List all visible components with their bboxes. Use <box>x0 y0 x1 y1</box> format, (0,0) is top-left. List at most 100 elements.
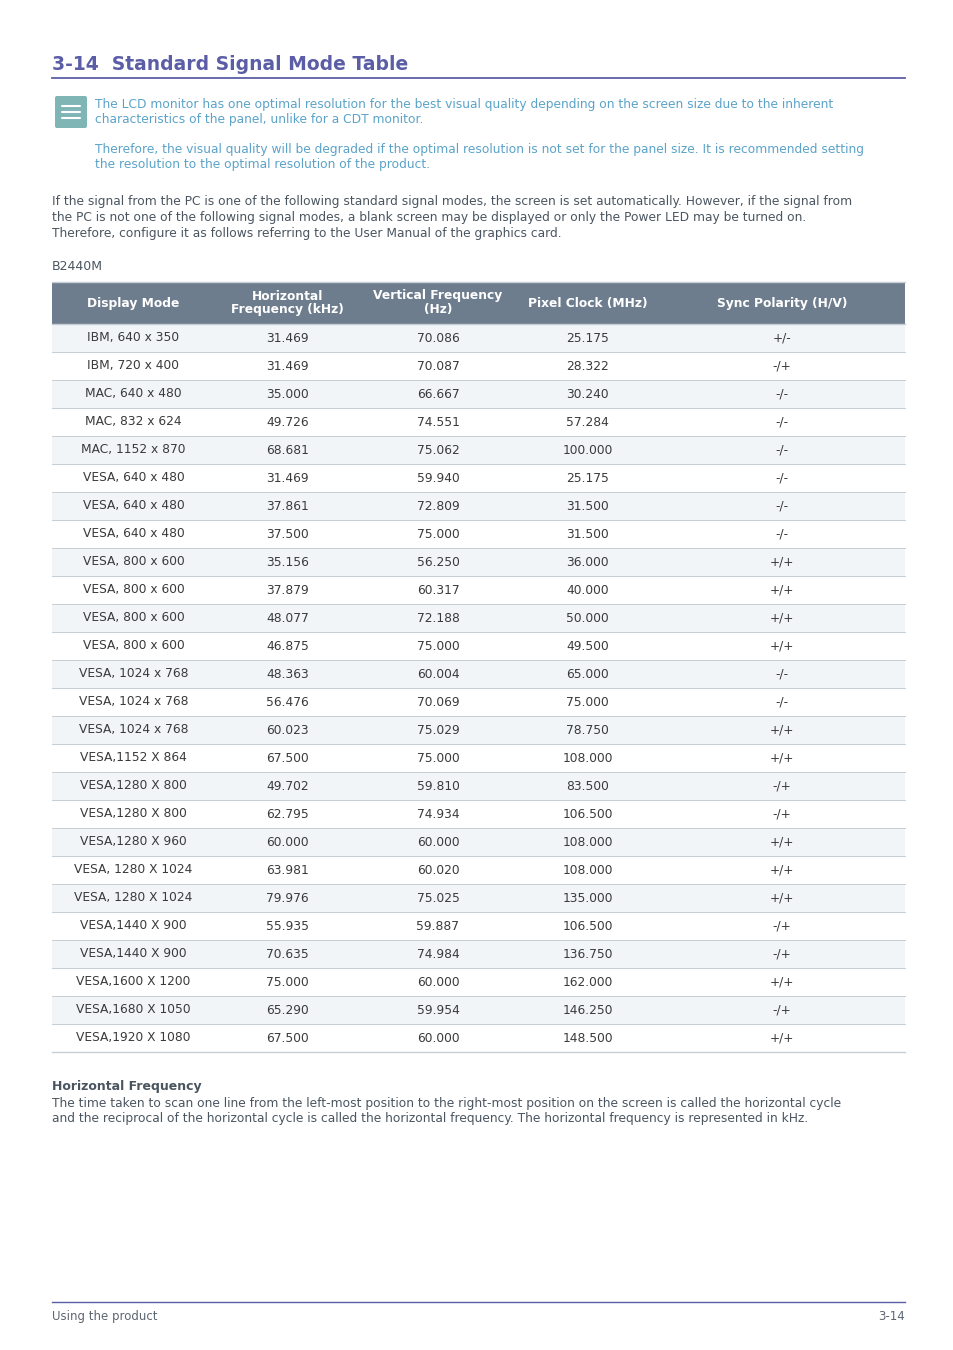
Text: VESA, 800 x 600: VESA, 800 x 600 <box>83 583 184 597</box>
Text: VESA,1280 X 800: VESA,1280 X 800 <box>80 779 187 792</box>
Text: 56.476: 56.476 <box>266 695 309 709</box>
Bar <box>52 913 904 940</box>
Bar <box>52 660 904 688</box>
Bar <box>52 940 904 968</box>
Text: The time taken to scan one line from the left-most position to the right-most po: The time taken to scan one line from the… <box>52 1098 841 1110</box>
Text: 49.702: 49.702 <box>266 779 309 792</box>
Text: 59.954: 59.954 <box>416 1003 459 1017</box>
Text: VESA, 1024 x 768: VESA, 1024 x 768 <box>79 724 188 737</box>
Text: 37.500: 37.500 <box>266 528 309 540</box>
Text: -/+: -/+ <box>772 779 791 792</box>
Text: 70.069: 70.069 <box>416 695 458 709</box>
Text: 49.726: 49.726 <box>266 416 309 428</box>
Text: 49.500: 49.500 <box>565 640 608 652</box>
Text: 108.000: 108.000 <box>561 864 612 876</box>
Text: +/+: +/+ <box>769 864 793 876</box>
Text: 59.810: 59.810 <box>416 779 459 792</box>
Text: 31.469: 31.469 <box>266 332 309 344</box>
Text: 57.284: 57.284 <box>565 416 608 428</box>
Bar <box>52 491 904 520</box>
Text: (Hz): (Hz) <box>423 304 452 316</box>
Text: 59.887: 59.887 <box>416 919 459 933</box>
Bar <box>52 603 904 632</box>
Bar <box>52 548 904 576</box>
Bar <box>52 1025 904 1052</box>
Text: -/-: -/- <box>775 528 788 540</box>
Text: Sync Polarity (H/V): Sync Polarity (H/V) <box>716 297 846 309</box>
Bar <box>52 576 904 603</box>
Text: 59.940: 59.940 <box>416 471 459 485</box>
Text: If the signal from the PC is one of the following standard signal modes, the scr: If the signal from the PC is one of the … <box>52 194 851 208</box>
Text: 70.635: 70.635 <box>266 948 309 960</box>
Text: 78.750: 78.750 <box>565 724 608 737</box>
Text: 70.087: 70.087 <box>416 359 459 373</box>
Text: IBM, 720 x 400: IBM, 720 x 400 <box>88 359 179 373</box>
Text: -/-: -/- <box>775 387 788 401</box>
Text: 75.029: 75.029 <box>416 724 459 737</box>
Bar <box>52 828 904 856</box>
Text: -/+: -/+ <box>772 1003 791 1017</box>
Bar <box>52 856 904 884</box>
Text: VESA, 1024 x 768: VESA, 1024 x 768 <box>79 667 188 680</box>
Text: VESA, 800 x 600: VESA, 800 x 600 <box>83 612 184 625</box>
Text: 72.188: 72.188 <box>416 612 459 625</box>
Text: 74.551: 74.551 <box>416 416 459 428</box>
Text: 75.062: 75.062 <box>416 444 459 456</box>
Text: 60.000: 60.000 <box>416 976 458 988</box>
Bar <box>52 801 904 828</box>
Text: -/+: -/+ <box>772 807 791 821</box>
Bar <box>52 436 904 464</box>
Bar <box>52 716 904 744</box>
Bar <box>52 379 904 408</box>
Bar <box>52 688 904 716</box>
Bar <box>52 632 904 660</box>
Text: 75.000: 75.000 <box>565 695 608 709</box>
Text: 48.077: 48.077 <box>266 612 309 625</box>
Text: Frequency (kHz): Frequency (kHz) <box>231 304 343 316</box>
Text: 74.934: 74.934 <box>416 807 458 821</box>
Text: 60.000: 60.000 <box>416 1031 458 1045</box>
Text: 60.317: 60.317 <box>416 583 458 597</box>
Text: the PC is not one of the following signal modes, a blank screen may be displayed: the PC is not one of the following signa… <box>52 211 805 224</box>
Text: Pixel Clock (MHz): Pixel Clock (MHz) <box>527 297 646 309</box>
Text: Horizontal: Horizontal <box>252 289 323 302</box>
Text: +/+: +/+ <box>769 836 793 849</box>
Text: 25.175: 25.175 <box>565 332 608 344</box>
Text: 100.000: 100.000 <box>561 444 612 456</box>
Text: 48.363: 48.363 <box>266 667 309 680</box>
Text: 31.469: 31.469 <box>266 471 309 485</box>
Text: the resolution to the optimal resolution of the product.: the resolution to the optimal resolution… <box>95 158 430 171</box>
Bar <box>52 884 904 913</box>
Text: VESA, 800 x 600: VESA, 800 x 600 <box>83 640 184 652</box>
Text: 30.240: 30.240 <box>565 387 608 401</box>
Text: characteristics of the panel, unlike for a CDT monitor.: characteristics of the panel, unlike for… <box>95 113 423 126</box>
Text: 28.322: 28.322 <box>565 359 608 373</box>
Text: MAC, 640 x 480: MAC, 640 x 480 <box>85 387 182 401</box>
Text: 68.681: 68.681 <box>266 444 309 456</box>
Text: 135.000: 135.000 <box>561 891 612 904</box>
Text: Therefore, configure it as follows referring to the User Manual of the graphics : Therefore, configure it as follows refer… <box>52 227 561 240</box>
Text: 55.935: 55.935 <box>266 919 309 933</box>
Text: VESA, 1280 X 1024: VESA, 1280 X 1024 <box>74 864 193 876</box>
Text: +/+: +/+ <box>769 640 793 652</box>
Bar <box>52 772 904 801</box>
Text: 79.976: 79.976 <box>266 891 309 904</box>
Text: VESA,1440 X 900: VESA,1440 X 900 <box>80 919 187 933</box>
Text: 75.000: 75.000 <box>416 752 459 764</box>
Text: VESA, 800 x 600: VESA, 800 x 600 <box>83 555 184 568</box>
Text: +/+: +/+ <box>769 752 793 764</box>
Text: VESA,1440 X 900: VESA,1440 X 900 <box>80 948 187 960</box>
Text: 31.500: 31.500 <box>565 528 608 540</box>
Text: 60.000: 60.000 <box>266 836 309 849</box>
Text: 60.023: 60.023 <box>266 724 309 737</box>
Text: 67.500: 67.500 <box>266 752 309 764</box>
Bar <box>52 520 904 548</box>
Text: -/-: -/- <box>775 416 788 428</box>
Text: 108.000: 108.000 <box>561 836 612 849</box>
Text: -/-: -/- <box>775 444 788 456</box>
Text: 25.175: 25.175 <box>565 471 608 485</box>
Text: -/-: -/- <box>775 500 788 513</box>
Text: 60.004: 60.004 <box>416 667 458 680</box>
Text: 36.000: 36.000 <box>565 555 608 568</box>
Text: 62.795: 62.795 <box>266 807 309 821</box>
